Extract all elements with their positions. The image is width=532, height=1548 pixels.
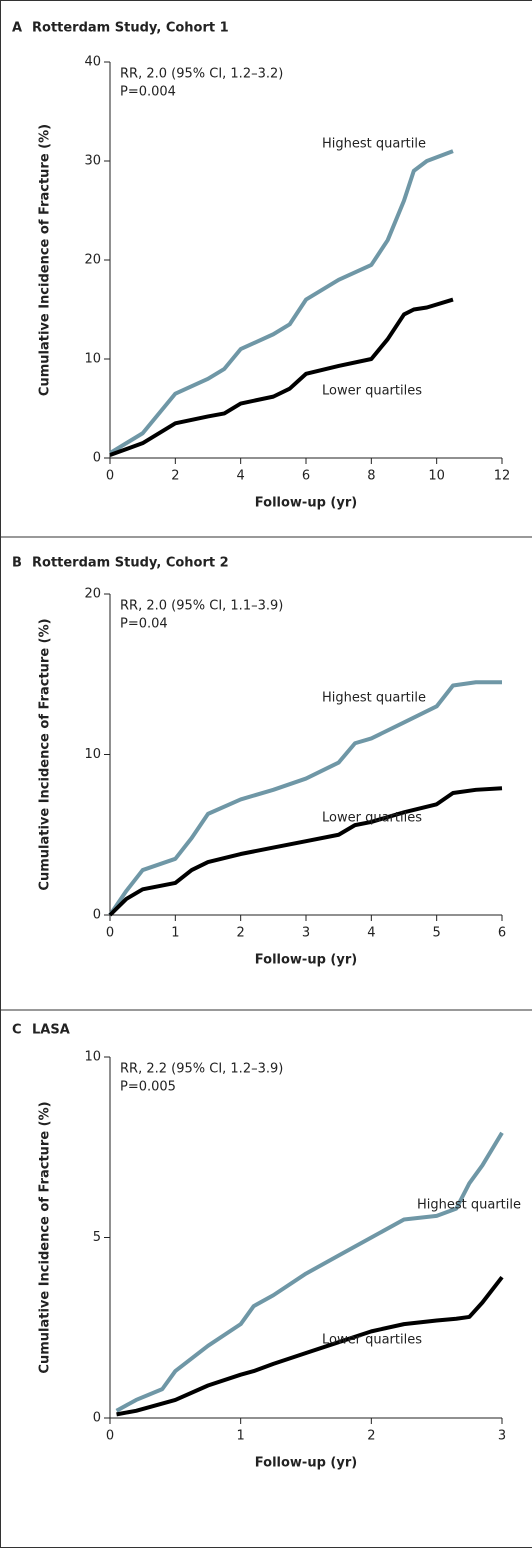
panel-title: Rotterdam Study, Cohort 1 <box>32 21 229 36</box>
series-line <box>109 297 454 457</box>
series-label: Lower quartiles <box>322 384 422 399</box>
x-tick-label: 5 <box>433 926 441 941</box>
y-tick-label: 0 <box>93 451 101 466</box>
panel-letter: C <box>12 1023 22 1038</box>
series-label: Highest quartile <box>417 1198 521 1213</box>
x-tick-label: 10 <box>428 469 445 484</box>
x-tick-label: 0 <box>106 469 114 484</box>
panel-title: LASA <box>32 1023 70 1038</box>
annotation: RR, 2.0 (95% CI, 1.1–3.9) <box>120 599 283 614</box>
y-tick-label: 0 <box>93 908 101 923</box>
y-tick-label: 10 <box>84 747 101 762</box>
series-label: Lower quartiles <box>322 1333 422 1348</box>
x-tick-label: 6 <box>498 926 506 941</box>
x-tick-label: 12 <box>494 469 511 484</box>
x-tick-label: 1 <box>237 1429 245 1444</box>
y-tick-label: 40 <box>84 55 101 70</box>
x-tick-label: 1 <box>171 926 179 941</box>
annotation: RR, 2.2 (95% CI, 1.2–3.9) <box>120 1062 283 1077</box>
x-tick-label: 2 <box>171 469 179 484</box>
x-tick-label: 4 <box>367 926 375 941</box>
x-axis-label: Follow-up (yr) <box>255 496 357 511</box>
annotation: P=0.004 <box>120 85 176 100</box>
x-tick-label: 0 <box>106 926 114 941</box>
x-tick-label: 0 <box>106 1429 114 1444</box>
series-label: Highest quartile <box>322 691 426 706</box>
y-tick-label: 5 <box>93 1230 101 1245</box>
y-tick-label: 0 <box>93 1411 101 1426</box>
y-tick-label: 30 <box>84 154 101 169</box>
y-tick-label: 20 <box>84 253 101 268</box>
series-label: Highest quartile <box>322 137 426 152</box>
x-tick-label: 8 <box>367 469 375 484</box>
annotation: P=0.04 <box>120 617 168 632</box>
x-tick-label: 2 <box>367 1429 375 1444</box>
series-line <box>116 1275 504 1417</box>
panel-title: Rotterdam Study, Cohort 2 <box>32 556 229 571</box>
annotation: P=0.005 <box>120 1080 176 1095</box>
panel-letter: A <box>12 21 22 36</box>
annotation: RR, 2.0 (95% CI, 1.2–3.2) <box>120 67 283 82</box>
x-axis-label: Follow-up (yr) <box>255 1456 357 1471</box>
y-axis-label: Cumulative Incidence of Fracture (%) <box>38 618 53 890</box>
series-line <box>108 149 454 455</box>
series-line <box>115 1131 504 1413</box>
y-axis-label: Cumulative Incidence of Fracture (%) <box>38 1101 53 1373</box>
x-tick-label: 3 <box>498 1429 506 1444</box>
x-axis-label: Follow-up (yr) <box>255 953 357 968</box>
x-tick-label: 2 <box>237 926 245 941</box>
x-tick-label: 4 <box>237 469 245 484</box>
y-tick-label: 10 <box>84 1050 101 1065</box>
y-tick-label: 10 <box>84 352 101 367</box>
y-tick-label: 20 <box>84 587 101 602</box>
series-line <box>108 786 503 917</box>
series-label: Lower quartiles <box>322 811 422 826</box>
x-tick-label: 6 <box>302 469 310 484</box>
y-axis-label: Cumulative Incidence of Fracture (%) <box>38 124 53 396</box>
panel-letter: B <box>12 556 22 571</box>
x-tick-label: 3 <box>302 926 310 941</box>
series-line <box>108 680 502 917</box>
